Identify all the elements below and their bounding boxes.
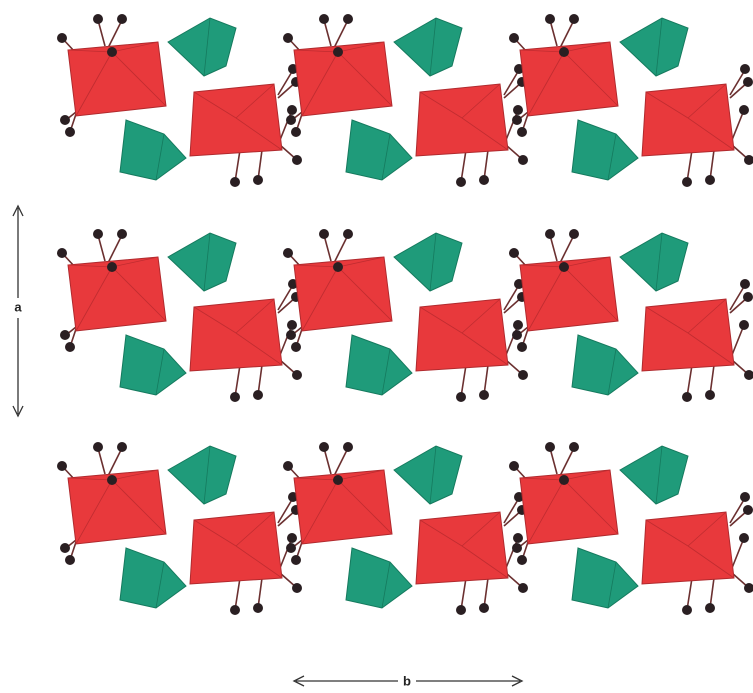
unit (508, 228, 753, 403)
unit (508, 441, 753, 616)
unit (282, 228, 529, 403)
unit (56, 13, 303, 188)
unit (282, 441, 529, 616)
unit (508, 13, 753, 188)
axis-label: b (403, 673, 411, 688)
axis-label: a (14, 299, 22, 314)
structure-units (56, 13, 753, 616)
unit (56, 228, 303, 403)
axis-b: b (292, 673, 524, 688)
axis-a: a (12, 204, 24, 418)
unit (56, 441, 303, 616)
unit (282, 13, 529, 188)
